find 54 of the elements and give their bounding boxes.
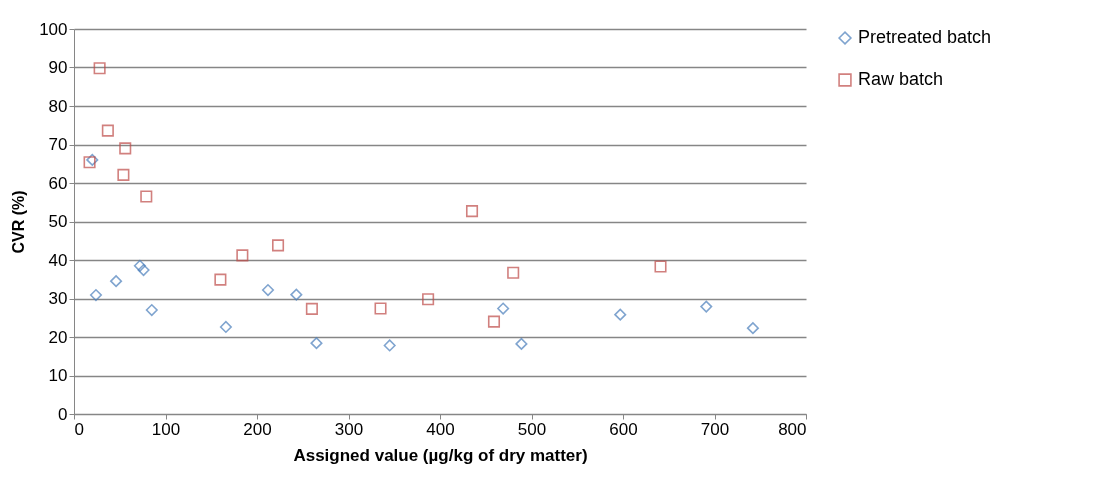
point <box>310 337 323 350</box>
x-tick-label: 400 <box>426 419 455 439</box>
y-tick-label: 50 <box>48 212 68 231</box>
point <box>219 320 232 334</box>
x-axis-title: Assigned value (µg/kg of dry matter) <box>293 445 588 465</box>
point <box>272 239 285 252</box>
y-tick-label: 10 <box>48 366 68 385</box>
y-tick-label: 80 <box>48 96 68 116</box>
y-tick-label: 40 <box>48 250 68 270</box>
point <box>487 315 501 328</box>
point <box>110 275 123 288</box>
point <box>93 62 106 75</box>
x-tick-label: 700 <box>700 419 730 439</box>
point <box>383 339 396 352</box>
point <box>214 273 227 286</box>
y-tick-label: 100 <box>39 19 68 39</box>
point <box>236 249 249 262</box>
point <box>515 337 528 350</box>
y-tick-label: 70 <box>48 135 68 154</box>
point <box>507 266 520 279</box>
point <box>290 288 303 301</box>
point <box>422 293 435 306</box>
x-tick-label: 500 <box>517 419 547 439</box>
x-tick-label: 0 <box>74 419 84 439</box>
y-tick-label: 0 <box>58 404 68 424</box>
legend-label: Raw batch <box>858 69 944 89</box>
x-tick-label: 200 <box>243 419 272 439</box>
point <box>374 302 387 315</box>
y-axis-title: CVR (%) <box>10 190 28 254</box>
y-tick-label: 30 <box>48 289 68 308</box>
point <box>140 190 153 203</box>
point <box>614 308 627 321</box>
point <box>305 302 318 315</box>
point <box>654 260 667 273</box>
legend-label: Pretreated batch <box>858 27 992 47</box>
x-tick-label: 800 <box>778 419 807 439</box>
point <box>101 124 114 137</box>
point <box>465 205 479 218</box>
y-tick-label: 90 <box>48 58 68 77</box>
y-tick-label: 60 <box>48 173 68 193</box>
point <box>261 283 275 297</box>
point <box>133 259 146 272</box>
point <box>89 288 102 302</box>
point <box>746 322 759 335</box>
point <box>700 300 713 313</box>
x-tick-label: 100 <box>151 419 181 439</box>
x-tick-label: 300 <box>334 419 364 439</box>
point <box>117 168 130 181</box>
y-tick-label: 20 <box>48 327 68 347</box>
point <box>119 142 132 155</box>
point <box>145 304 158 317</box>
point <box>137 263 150 277</box>
x-tick-label: 600 <box>609 419 638 439</box>
point <box>497 302 510 315</box>
